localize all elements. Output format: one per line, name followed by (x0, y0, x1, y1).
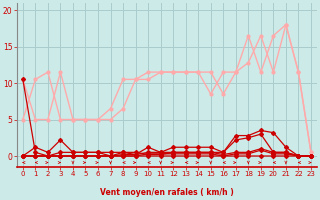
X-axis label: Vent moyen/en rafales ( km/h ): Vent moyen/en rafales ( km/h ) (100, 188, 234, 197)
